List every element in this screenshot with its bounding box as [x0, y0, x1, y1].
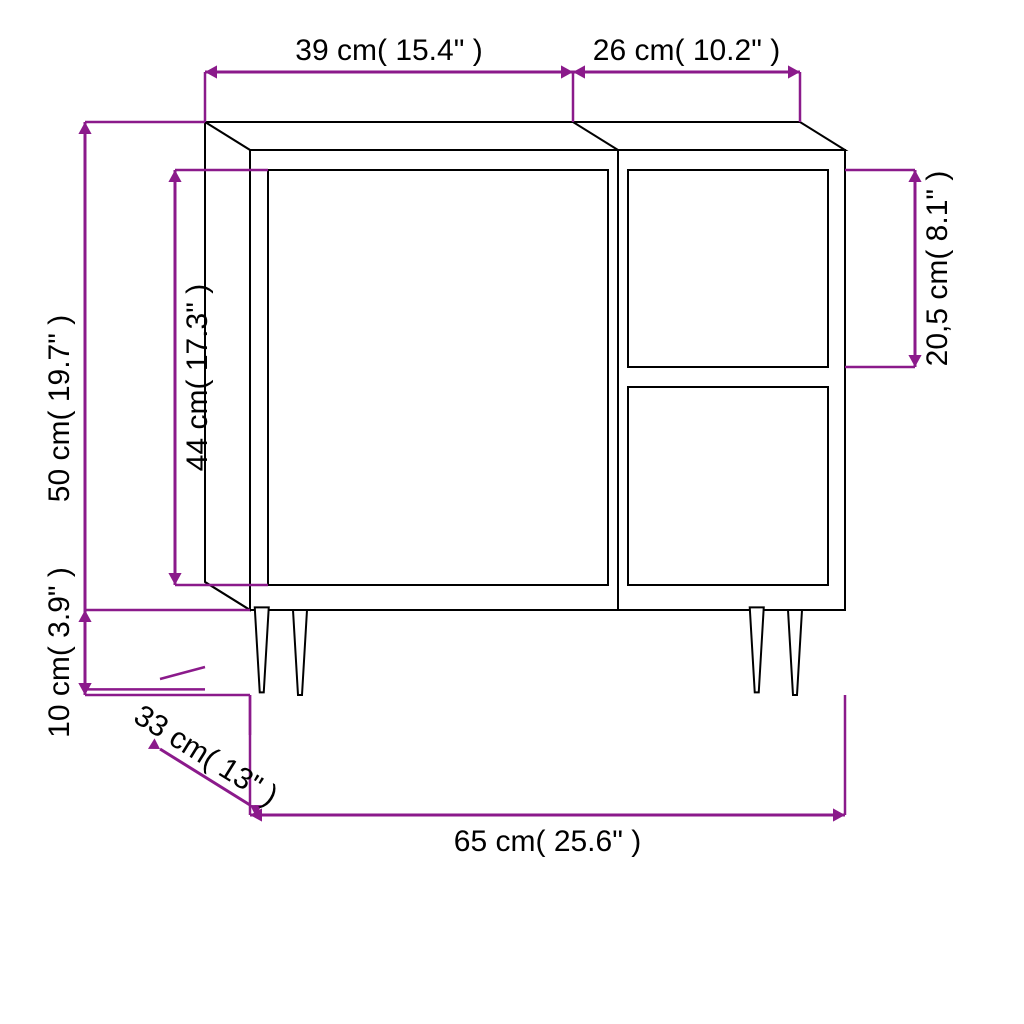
cabinet-door — [268, 170, 608, 585]
dim-total-height: 50 cm( 19.7" ) — [43, 315, 76, 502]
cabinet-leg — [750, 607, 764, 692]
dim-drawer-height: 20,5 cm( 8.1" ) — [921, 171, 954, 367]
dim-door-height: 44 cm( 17.3" ) — [181, 284, 214, 471]
cabinet-leg — [293, 610, 307, 695]
dim-leg-height: 10 cm( 3.9" ) — [43, 567, 76, 738]
dim-total-width: 65 cm( 25.6" ) — [454, 825, 641, 858]
dim-depth: 33 cm( 13" ) — [128, 699, 283, 813]
cabinet-leg — [788, 610, 802, 695]
cabinet-top-face — [205, 122, 845, 150]
cabinet-drawer-top — [628, 170, 828, 367]
cabinet-leg — [255, 607, 269, 692]
dim-drawer-width: 26 cm( 10.2" ) — [593, 34, 780, 67]
cabinet-drawer-bottom — [628, 387, 828, 585]
dim-door-width: 39 cm( 15.4" ) — [295, 34, 482, 67]
